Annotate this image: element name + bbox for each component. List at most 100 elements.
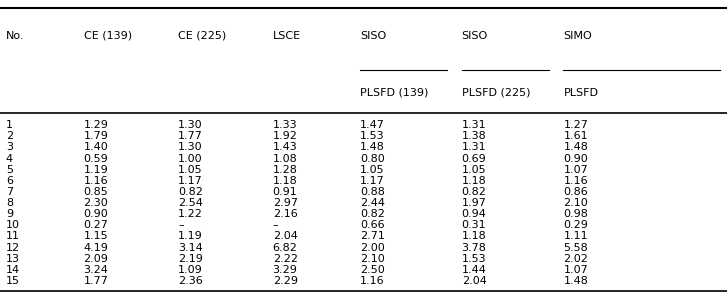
Text: 12: 12 (6, 243, 20, 253)
Text: 1.16: 1.16 (563, 176, 588, 186)
Text: 1.09: 1.09 (178, 265, 203, 275)
Text: 1.15: 1.15 (84, 231, 108, 241)
Text: 1.48: 1.48 (360, 142, 385, 152)
Text: 1.17: 1.17 (178, 176, 203, 186)
Text: CE (139): CE (139) (84, 31, 132, 41)
Text: 1.30: 1.30 (178, 120, 203, 130)
Text: 1.40: 1.40 (84, 142, 108, 152)
Text: No.: No. (6, 31, 24, 41)
Text: SISO: SISO (360, 31, 386, 41)
Text: 2.29: 2.29 (273, 276, 297, 286)
Text: 14: 14 (6, 265, 20, 275)
Text: 1.18: 1.18 (273, 176, 297, 186)
Text: 3.14: 3.14 (178, 243, 203, 253)
Text: 13: 13 (6, 254, 20, 264)
Text: 1.79: 1.79 (84, 131, 108, 141)
Text: 0.29: 0.29 (563, 220, 588, 230)
Text: 2.22: 2.22 (273, 254, 297, 264)
Text: 0.82: 0.82 (360, 209, 385, 219)
Text: 1.48: 1.48 (563, 276, 588, 286)
Text: 1.43: 1.43 (273, 142, 297, 152)
Text: 5: 5 (6, 165, 13, 175)
Text: –: – (273, 220, 278, 230)
Text: 1.16: 1.16 (84, 176, 108, 186)
Text: 1.47: 1.47 (360, 120, 385, 130)
Text: 1.31: 1.31 (462, 142, 486, 152)
Text: 1.97: 1.97 (462, 198, 486, 208)
Text: 4: 4 (6, 154, 13, 163)
Text: 2.36: 2.36 (178, 276, 203, 286)
Text: 0.69: 0.69 (462, 154, 486, 163)
Text: PLSFD: PLSFD (563, 88, 598, 98)
Text: 3.78: 3.78 (462, 243, 486, 253)
Text: 1.28: 1.28 (273, 165, 297, 175)
Text: 1.18: 1.18 (462, 176, 486, 186)
Text: 0.86: 0.86 (563, 187, 588, 197)
Text: PLSFD (225): PLSFD (225) (462, 88, 530, 98)
Text: 0.80: 0.80 (360, 154, 385, 163)
Text: 1.05: 1.05 (462, 165, 486, 175)
Text: 1.17: 1.17 (360, 176, 385, 186)
Text: 1.11: 1.11 (563, 231, 588, 241)
Text: 1.44: 1.44 (462, 265, 486, 275)
Text: 2.50: 2.50 (360, 265, 385, 275)
Text: 1.18: 1.18 (462, 231, 486, 241)
Text: CE (225): CE (225) (178, 31, 226, 41)
Text: 0.59: 0.59 (84, 154, 108, 163)
Text: 2.44: 2.44 (360, 198, 385, 208)
Text: 1.77: 1.77 (178, 131, 203, 141)
Text: 0.98: 0.98 (563, 209, 588, 219)
Text: 2.16: 2.16 (273, 209, 297, 219)
Text: 0.31: 0.31 (462, 220, 486, 230)
Text: 7: 7 (6, 187, 13, 197)
Text: 1.19: 1.19 (84, 165, 108, 175)
Text: 1.48: 1.48 (563, 142, 588, 152)
Text: 0.82: 0.82 (462, 187, 486, 197)
Text: SISO: SISO (462, 31, 488, 41)
Text: 3: 3 (6, 142, 13, 152)
Text: 2.04: 2.04 (273, 231, 297, 241)
Text: 11: 11 (6, 231, 20, 241)
Text: 0.90: 0.90 (84, 209, 108, 219)
Text: 1.19: 1.19 (178, 231, 203, 241)
Text: 0.94: 0.94 (462, 209, 486, 219)
Text: 0.90: 0.90 (563, 154, 588, 163)
Text: 1.16: 1.16 (360, 276, 385, 286)
Text: 0.88: 0.88 (360, 187, 385, 197)
Text: 2.10: 2.10 (360, 254, 385, 264)
Text: SIMO: SIMO (563, 31, 593, 41)
Text: 1.53: 1.53 (462, 254, 486, 264)
Text: 1.33: 1.33 (273, 120, 297, 130)
Text: 2.71: 2.71 (360, 231, 385, 241)
Text: LSCE: LSCE (273, 31, 301, 41)
Text: 3.29: 3.29 (273, 265, 297, 275)
Text: 1.05: 1.05 (178, 165, 203, 175)
Text: 6.82: 6.82 (273, 243, 297, 253)
Text: 1.29: 1.29 (84, 120, 108, 130)
Text: 2.30: 2.30 (84, 198, 108, 208)
Text: 1.22: 1.22 (178, 209, 203, 219)
Text: 2.00: 2.00 (360, 243, 385, 253)
Text: 10: 10 (6, 220, 20, 230)
Text: 1.92: 1.92 (273, 131, 297, 141)
Text: 1.61: 1.61 (563, 131, 588, 141)
Text: 0.66: 0.66 (360, 220, 385, 230)
Text: 1.00: 1.00 (178, 154, 203, 163)
Text: 2.02: 2.02 (563, 254, 588, 264)
Text: 4.19: 4.19 (84, 243, 108, 253)
Text: –: – (178, 220, 184, 230)
Text: 1: 1 (6, 120, 13, 130)
Text: PLSFD (139): PLSFD (139) (360, 88, 428, 98)
Text: 15: 15 (6, 276, 20, 286)
Text: 1.07: 1.07 (563, 265, 588, 275)
Text: 1.30: 1.30 (178, 142, 203, 152)
Text: 0.27: 0.27 (84, 220, 108, 230)
Text: 2.09: 2.09 (84, 254, 108, 264)
Text: 2.97: 2.97 (273, 198, 297, 208)
Text: 2.19: 2.19 (178, 254, 203, 264)
Text: 1.31: 1.31 (462, 120, 486, 130)
Text: 0.82: 0.82 (178, 187, 203, 197)
Text: 9: 9 (6, 209, 13, 219)
Text: 8: 8 (6, 198, 13, 208)
Text: 1.77: 1.77 (84, 276, 108, 286)
